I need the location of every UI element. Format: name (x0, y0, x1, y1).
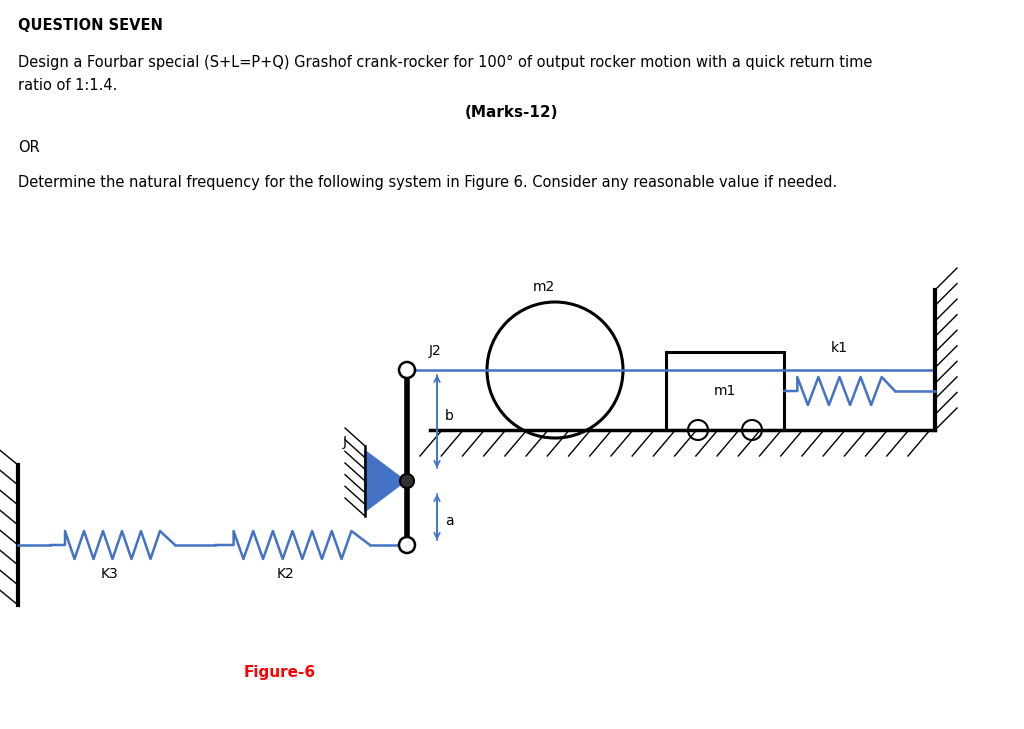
Circle shape (399, 362, 415, 378)
Text: (Marks-12): (Marks-12) (465, 105, 559, 120)
Circle shape (688, 420, 708, 440)
Text: m1: m1 (714, 384, 736, 398)
Polygon shape (365, 451, 406, 511)
Bar (666, 352, 784, 430)
Text: OR: OR (18, 140, 40, 155)
Text: Determine the natural frequency for the following system in Figure 6. Consider a: Determine the natural frequency for the … (18, 175, 838, 190)
Text: J2: J2 (429, 344, 441, 358)
Text: K3: K3 (101, 567, 119, 581)
Text: a: a (445, 514, 454, 528)
Text: Design a Fourbar special (S+L=P+Q) Grashof crank-rocker for 100° of output rocke: Design a Fourbar special (S+L=P+Q) Grash… (18, 55, 872, 70)
Text: K2: K2 (276, 567, 294, 581)
Circle shape (400, 474, 414, 488)
Circle shape (399, 537, 415, 553)
Text: b: b (445, 408, 454, 423)
Text: ratio of 1:1.4.: ratio of 1:1.4. (18, 78, 118, 93)
Text: k1: k1 (831, 341, 848, 355)
Text: J: J (343, 435, 347, 449)
Circle shape (742, 420, 762, 440)
Text: Figure-6: Figure-6 (244, 665, 316, 680)
Text: QUESTION SEVEN: QUESTION SEVEN (18, 18, 163, 33)
Text: m2: m2 (534, 280, 555, 294)
